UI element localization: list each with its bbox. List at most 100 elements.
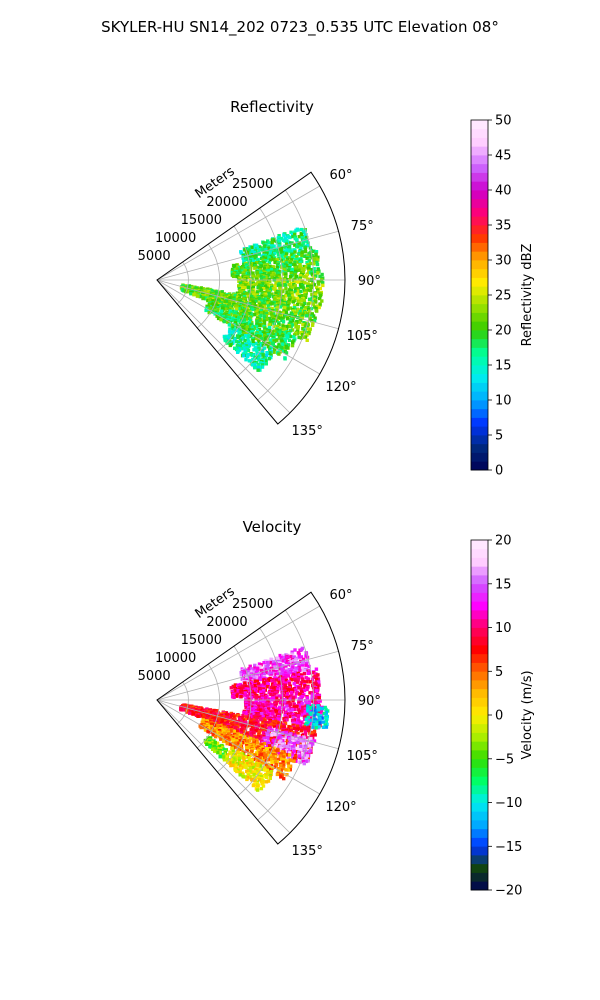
echo-gate [218,313,222,317]
echo-gate [267,351,272,355]
echo-gate [281,330,285,335]
echo-gate [258,767,262,772]
colorbar-segment [471,426,488,436]
echo-gate [278,754,282,758]
echo-gate [256,368,260,372]
echo-gate [264,780,269,784]
echo-gate [255,328,260,333]
echo-gate [238,761,242,765]
echo-gate [259,277,264,281]
echo-gate [239,671,243,675]
echo-gate [268,333,272,338]
echo-gate [237,332,241,336]
echo-gate [307,701,312,706]
colorbar-segment [471,653,488,663]
echo-gate [279,293,283,297]
echo-gate [292,716,296,720]
echo-gate [238,744,243,748]
echo-gate [304,306,308,310]
echo-gate [300,298,304,303]
echo-gate [273,755,277,759]
echo-gate [213,307,217,311]
colorbar-segment [471,207,488,217]
echo-gate [316,684,320,688]
figure-title: SKYLER-HU SN14_202 0723_0.535 UTC Elevat… [101,18,499,37]
echo-gate [300,694,305,699]
echo-gate [270,766,274,770]
echo-gate [247,745,251,749]
echo-gate [315,304,319,308]
echo-gate [239,251,244,255]
echo-gate [234,339,239,344]
echo-gate [318,274,322,279]
echo-gate [313,293,317,297]
echo-gate [266,304,271,308]
echo-gate [284,760,288,764]
echo-gate [238,773,242,777]
echo-gate [321,281,325,285]
echo-gate [246,286,251,290]
echo-gate [201,296,205,301]
echo-gate [237,717,242,721]
echo-gate [253,693,257,697]
echo-gate [293,337,297,341]
echo-gate [283,236,288,240]
echo-gate [316,255,320,259]
echo-gate [236,295,240,300]
echo-gate [247,756,251,760]
echo-gate [235,307,239,311]
echo-gate [254,757,258,761]
echo-gate [271,302,275,306]
echo-gate [293,284,297,288]
echo-gate [258,354,262,358]
colorbar-segment [471,330,488,340]
echo-gate [242,318,246,322]
echo-gate [318,296,322,301]
echo-gate [310,694,314,698]
echo-gate [238,313,242,317]
echo-gate [302,761,306,766]
echo-gate [306,323,310,327]
echo-gate [295,238,299,243]
echo-gate [185,710,189,714]
echo-gate [242,758,246,762]
colorbar-segment [471,767,488,777]
echo-gate [258,665,262,669]
echo-gate [300,306,304,310]
colorbar-segment [471,793,488,803]
colorbar-segment [471,233,488,243]
echo-gate [255,348,259,353]
echo-gate [272,345,277,349]
echo-gate [293,272,297,277]
colorbar-segment [471,128,488,138]
echo-gate [257,753,262,758]
echo-gate [241,718,246,722]
echo-gate [316,288,320,292]
echo-gate [295,332,300,336]
echo-gate [267,716,271,721]
echo-gate [259,772,263,777]
echo-gate [309,255,313,259]
echo-gate [314,274,318,278]
echo-gate [291,234,295,239]
echo-gate [312,739,317,743]
colorbar-segment [471,190,488,200]
echo-gate [286,307,290,311]
echo-gate [262,661,266,665]
echo-gate [296,302,300,307]
colorbar-segment [471,391,488,401]
echo-gate [220,290,224,294]
echo-gate [287,282,291,287]
echo-gate [235,720,239,724]
echo-gate [267,744,272,748]
echo-gate [272,665,277,669]
echo-gate [300,708,304,713]
echo-gate [242,334,247,338]
sector-outline [156,591,346,845]
echo-gate [231,740,235,744]
echo-gate [219,318,223,322]
echo-gate [270,678,274,683]
echo-gate [297,295,302,299]
echo-gate [292,705,296,709]
echo-gate [280,246,284,250]
